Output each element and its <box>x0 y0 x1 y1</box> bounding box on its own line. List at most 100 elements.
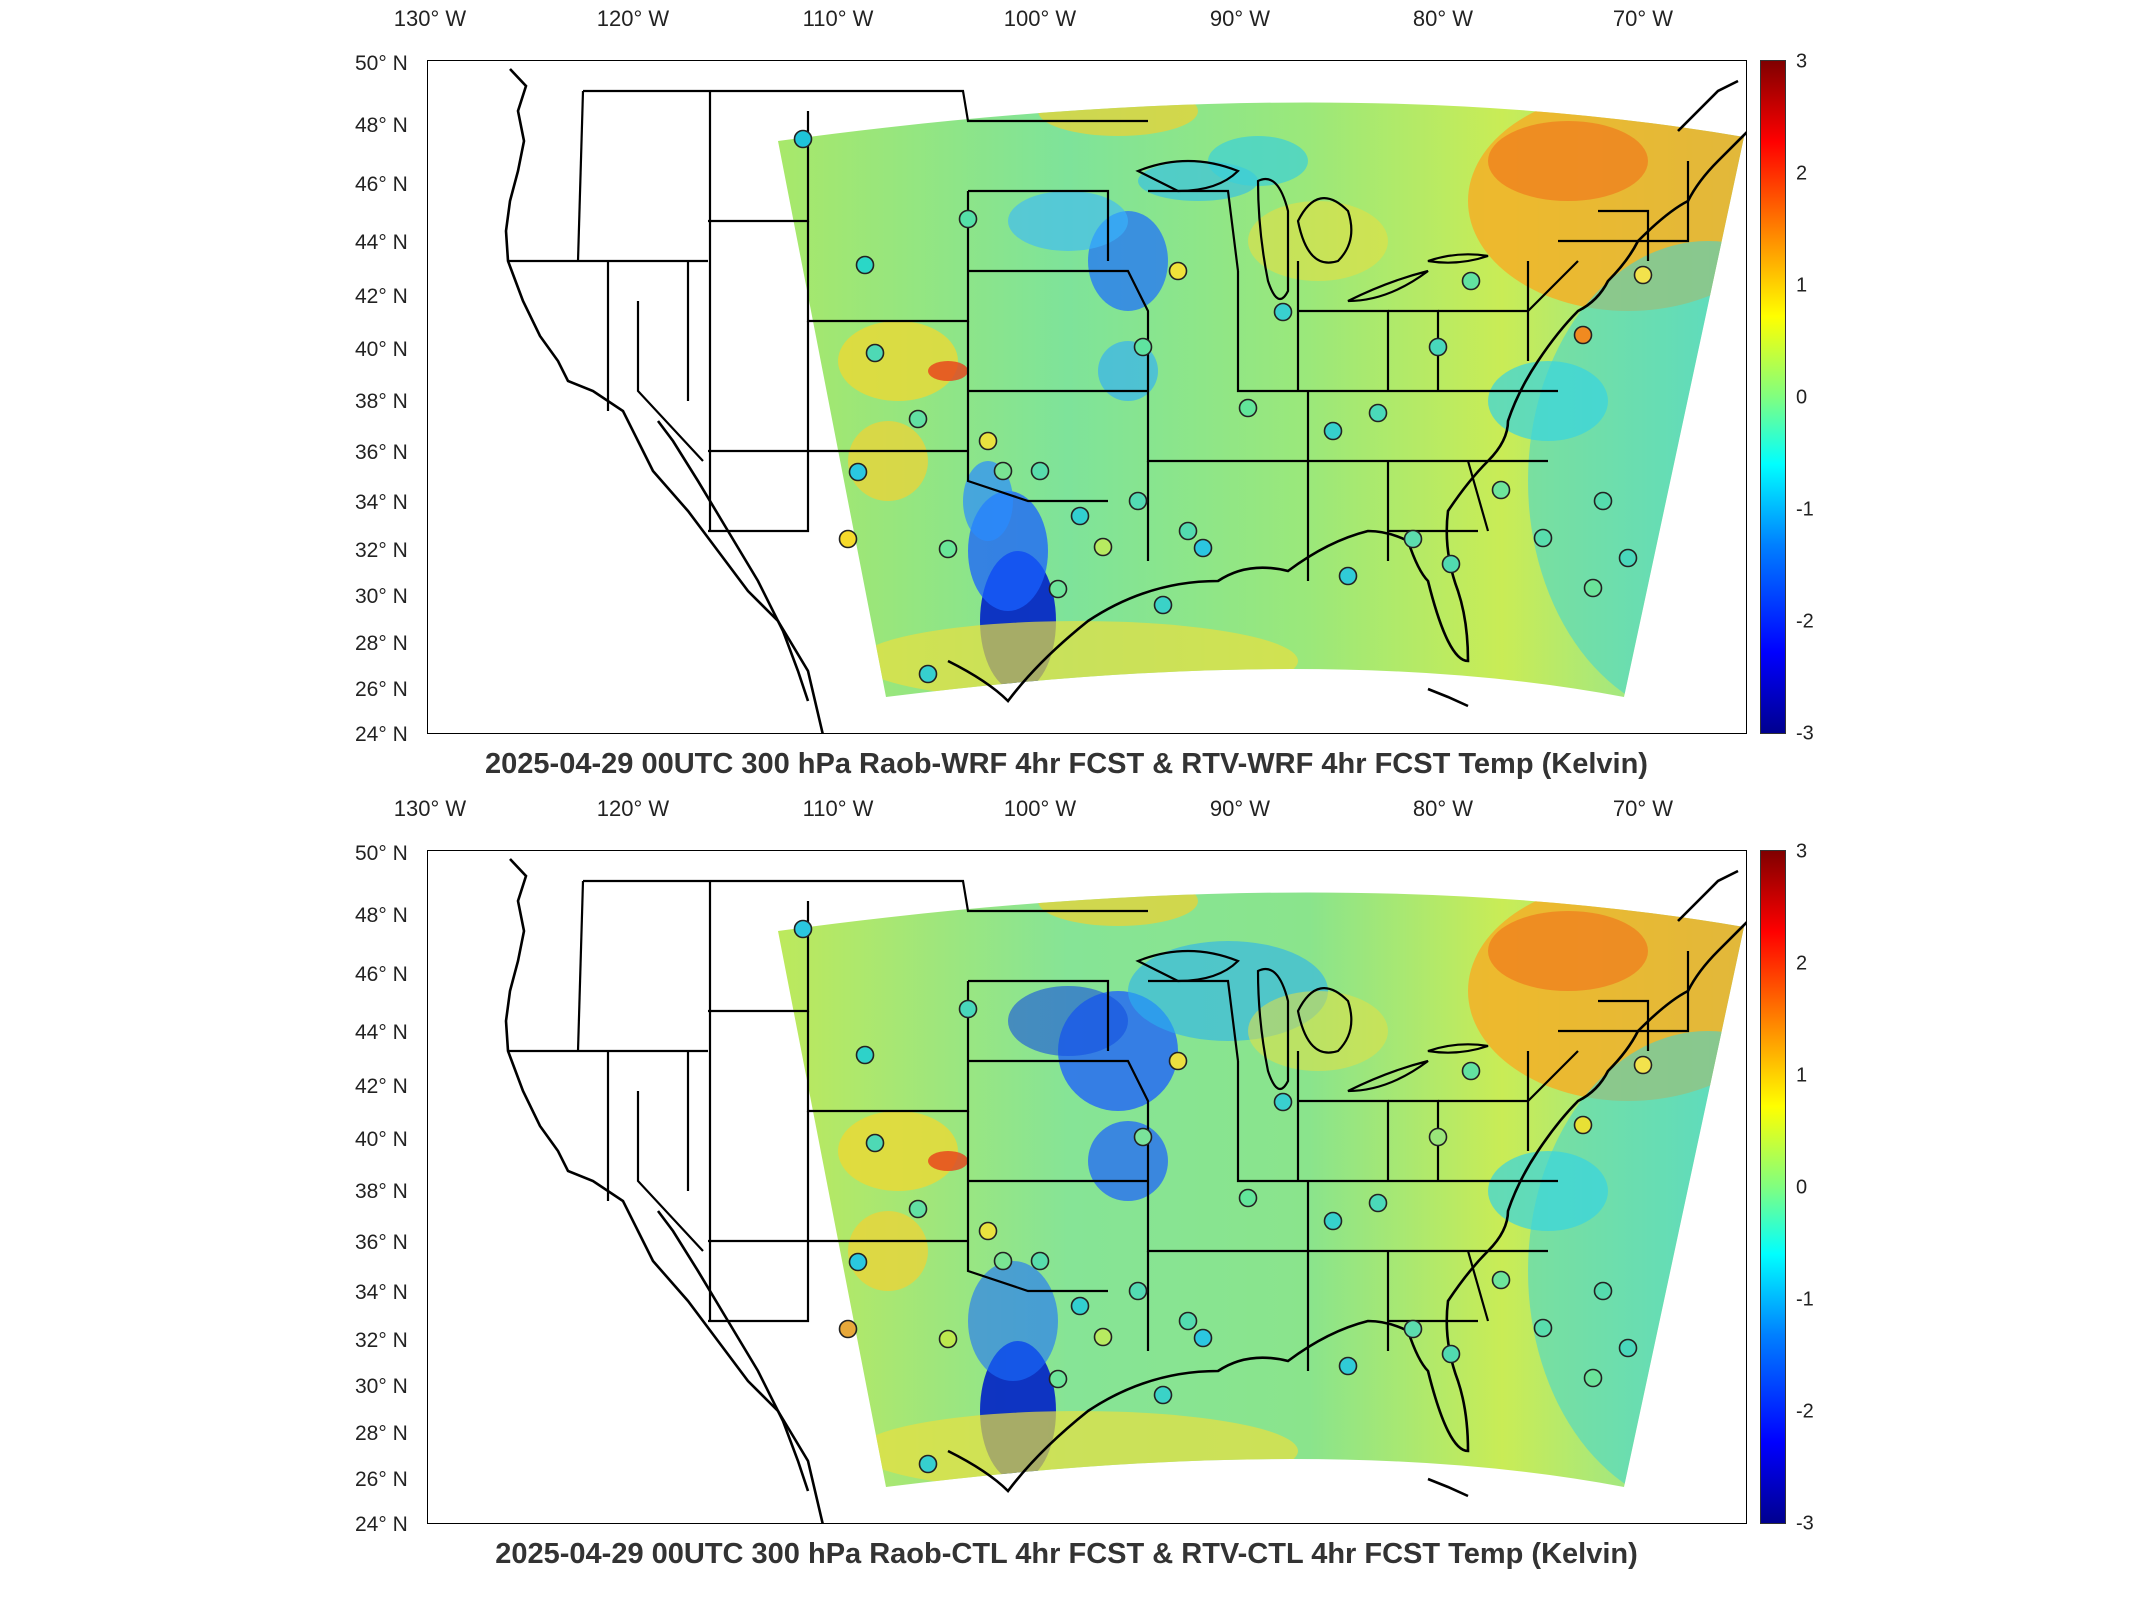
lon-label: 90° W <box>1209 6 1271 31</box>
raob-station-marker <box>958 209 978 229</box>
lat-label: 40° N <box>355 1128 408 1151</box>
raob-station-marker <box>1461 271 1481 291</box>
lat-label: 42° N <box>355 1075 408 1098</box>
coastline-baja <box>656 420 810 702</box>
coastline-florida-keys <box>1427 1477 1469 1498</box>
lon-label: 130° W <box>393 6 467 31</box>
coastline-east <box>1677 79 1739 132</box>
raob-station-marker <box>938 1329 958 1349</box>
colorbar <box>1760 850 1786 1524</box>
raob-station-marker <box>1193 1328 1213 1348</box>
raob-station-marker <box>793 129 813 149</box>
raob-station-marker <box>1168 261 1188 281</box>
lat-label: 50° N <box>355 52 408 75</box>
lon-label: 100° W <box>1003 796 1077 821</box>
lat-label: 44° N <box>355 1021 408 1044</box>
raob-station-marker <box>1618 548 1638 568</box>
lon-label: 70° W <box>1612 796 1674 821</box>
raob-station-marker <box>865 1133 885 1153</box>
raob-station-marker <box>918 1454 938 1474</box>
lat-label: 24° N <box>355 723 408 746</box>
lon-label: 80° W <box>1412 796 1474 821</box>
lat-label: 42° N <box>355 285 408 308</box>
raob-station-marker <box>1428 1127 1448 1147</box>
lat-label: 26° N <box>355 1468 408 1491</box>
coastline-east <box>1677 869 1739 922</box>
raob-station-marker <box>1583 578 1603 598</box>
panel-raob-ctl: 130° W 120° W 110° W 100° W 90° W 80° W … <box>0 790 2133 1590</box>
lat-label: 30° N <box>355 585 408 608</box>
lat-label: 48° N <box>355 904 408 927</box>
raob-station-marker <box>1441 1344 1461 1364</box>
lat-label: 28° N <box>355 1422 408 1445</box>
raob-station-marker <box>1403 1319 1423 1339</box>
colorbar-tick: 1 <box>1796 1064 1808 1087</box>
lat-label: 46° N <box>355 173 408 196</box>
colorbar-tick: 0 <box>1796 1176 1808 1199</box>
lat-label: 40° N <box>355 338 408 361</box>
raob-station-marker <box>1070 506 1090 526</box>
raob-station-marker <box>1193 538 1213 558</box>
coastline-west <box>504 68 824 733</box>
map-caption: 2025-04-29 00UTC 300 hPa Raob-WRF 4hr FC… <box>485 748 1648 780</box>
map-caption: 2025-04-29 00UTC 300 hPa Raob-CTL 4hr FC… <box>495 1538 1638 1570</box>
lon-label: 90° W <box>1209 796 1271 821</box>
panel-raob-wrf: 130° W 120° W 110° W 100° W 90° W 80° W … <box>355 6 1814 780</box>
raob-station-marker <box>938 539 958 559</box>
great-lakes <box>1135 949 1489 1093</box>
raob-station-marker <box>1128 491 1148 511</box>
colorbar-tick: 2 <box>1796 952 1808 975</box>
map-frame <box>427 850 1747 1524</box>
lat-label: 46° N <box>355 963 408 986</box>
colorbar-tick: -3 <box>1796 1512 1814 1535</box>
raob-station-marker <box>1168 1051 1188 1071</box>
raob-station-marker <box>865 343 885 363</box>
raob-station-marker <box>1093 537 1113 557</box>
raob-stations <box>793 129 1653 684</box>
colorbar-tick: -3 <box>1796 722 1814 745</box>
lat-label: 34° N <box>355 491 408 514</box>
colorbar-tick: -1 <box>1796 1288 1814 1311</box>
colorbar-tick: 2 <box>1796 162 1808 185</box>
lat-label: 38° N <box>355 1180 408 1203</box>
raob-station-marker <box>793 919 813 939</box>
raob-station-marker <box>1428 337 1448 357</box>
raob-station-marker <box>1323 421 1343 441</box>
raob-station-marker <box>848 1252 868 1272</box>
state-borders <box>508 879 1690 1371</box>
lat-label: 32° N <box>355 1329 408 1352</box>
raob-station-marker <box>1238 398 1258 418</box>
colorbar <box>1760 60 1786 734</box>
raob-station-marker <box>1238 1188 1258 1208</box>
raob-station-marker <box>1070 1296 1090 1316</box>
raob-station-marker <box>855 1045 875 1065</box>
raob-station-marker <box>1178 521 1198 541</box>
colorbar-tick: 1 <box>1796 274 1808 297</box>
raob-station-marker <box>1273 302 1293 322</box>
coastline-florida-keys <box>1427 687 1469 708</box>
colorbar-tick: 0 <box>1796 386 1808 409</box>
lon-label: 110° W <box>802 6 874 31</box>
raob-station-marker <box>1153 1385 1173 1405</box>
lat-label: 36° N <box>355 441 408 464</box>
raob-station-marker <box>1048 1369 1068 1389</box>
raob-station-marker <box>1030 461 1050 481</box>
raob-station-marker <box>1461 1061 1481 1081</box>
raob-station-marker <box>1048 579 1068 599</box>
raob-station-marker <box>848 462 868 482</box>
raob-station-marker <box>1368 1193 1388 1213</box>
coastline-gulf <box>947 131 1746 703</box>
lon-label: 130° W <box>393 796 467 821</box>
raob-station-marker <box>1323 1211 1343 1231</box>
raob-station-marker <box>1441 554 1461 574</box>
great-lakes <box>1135 159 1489 303</box>
lat-label: 28° N <box>355 632 408 655</box>
raob-station-marker <box>1133 1127 1153 1147</box>
raob-station-marker <box>1368 403 1388 423</box>
raob-station-marker <box>1618 1338 1638 1358</box>
raob-station-marker <box>993 461 1013 481</box>
raob-station-marker <box>1533 1318 1553 1338</box>
lat-label: 38° N <box>355 390 408 413</box>
raob-station-marker <box>993 1251 1013 1271</box>
raob-station-marker <box>1633 265 1653 285</box>
